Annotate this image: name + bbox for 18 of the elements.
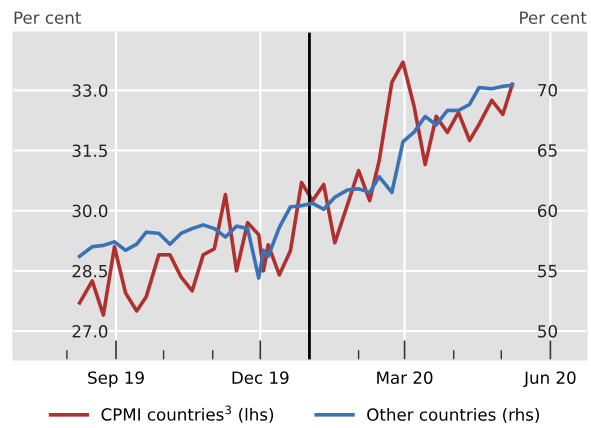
- x-tick-label: Sep 19: [88, 371, 144, 388]
- legend-label: CPMI countries$^{3}$ (lhs): [102, 405, 274, 423]
- y-tick-label: 28.5: [72, 264, 107, 278]
- y2-tick-label: 50: [538, 324, 557, 338]
- y-axis-title: Per cent: [14, 12, 81, 24]
- y-tick-label: 27.0: [72, 325, 108, 338]
- y2-tick-label: 70: [538, 84, 557, 97]
- x-tick-label: Jun 20: [523, 371, 576, 388]
- y-tick-label: 30.0: [72, 204, 108, 218]
- y2-tick-label: 60: [538, 204, 557, 218]
- y2-tick-label: 65: [538, 144, 557, 157]
- legend-label: Other countries (rhs): [367, 408, 539, 423]
- y2-tick-label: 55: [538, 264, 557, 278]
- y2-axis-title: Per cent: [520, 12, 586, 24]
- y-tick-label: 31.5: [72, 144, 107, 158]
- x-tick-label: Mar 20: [377, 371, 432, 384]
- y-tick-label: 33.0: [72, 84, 108, 97]
- x-tick-label: Dec 19: [232, 371, 289, 384]
